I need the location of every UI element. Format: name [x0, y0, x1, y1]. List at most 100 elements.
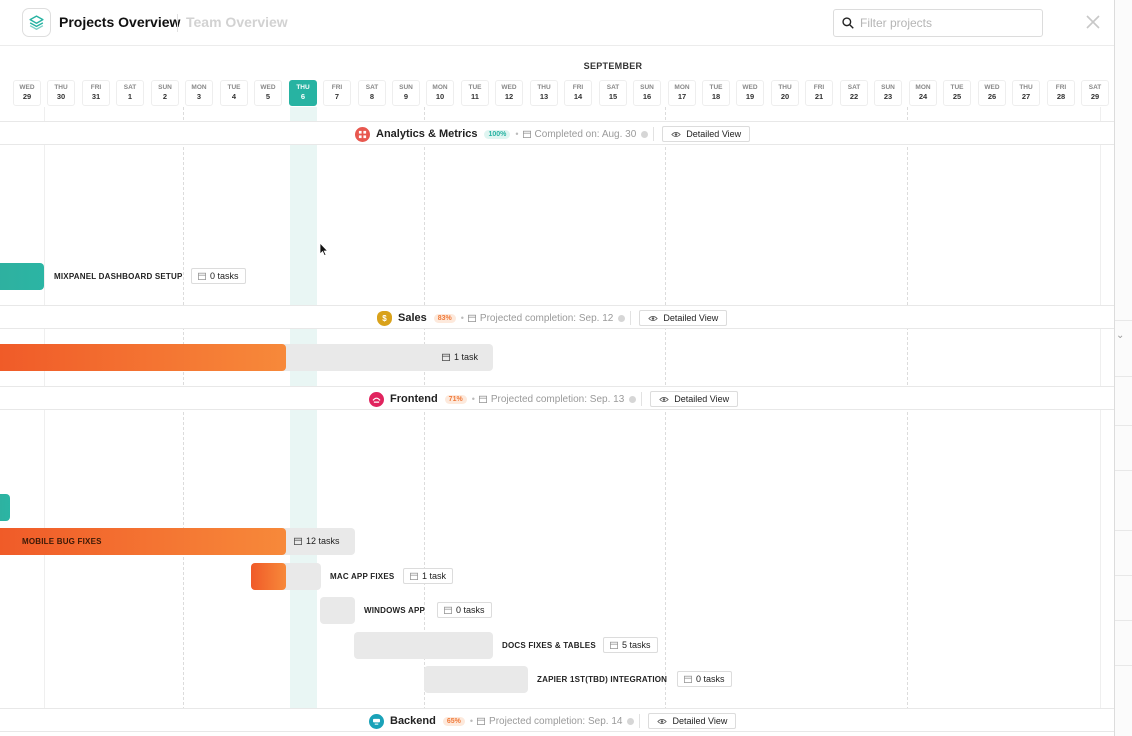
task-count-label: 1 task	[422, 571, 447, 581]
project-name[interactable]: Backend	[390, 715, 436, 727]
calendar-icon	[684, 675, 692, 683]
day-cell: SUN 23	[874, 80, 902, 106]
day-number: 1	[127, 92, 133, 101]
day-cell: SUN 16	[633, 80, 661, 106]
day-cell: TUE 18	[702, 80, 730, 106]
status-dot-icon	[629, 395, 637, 403]
status-dot-icon	[627, 717, 635, 725]
day-of-week: MON	[191, 84, 207, 91]
day-number: 2	[162, 92, 168, 101]
task-count-label: 12 tasks	[306, 536, 340, 546]
project-name[interactable]: Sales	[398, 312, 427, 324]
day-cell: SAT 29	[1081, 80, 1109, 106]
detailed-view-label: Detailed View	[672, 716, 728, 726]
day-cell: FRI 31	[82, 80, 110, 106]
task-label: WINDOWS APP	[364, 606, 426, 615]
calendar-icon	[522, 130, 531, 138]
day-number: 29	[22, 92, 32, 101]
day-of-week: SUN	[158, 84, 172, 91]
calendar-icon	[478, 395, 487, 403]
day-number: 13	[539, 92, 549, 101]
day-cell: THU 27	[1012, 80, 1040, 106]
task-count-badge[interactable]: 0 tasks	[191, 268, 246, 284]
day-number: 27	[1021, 92, 1031, 101]
task-count-badge[interactable]: 1 task	[436, 349, 484, 365]
bullet-separator: •	[460, 313, 464, 323]
chevron-down-icon: ⌄	[1116, 330, 1125, 341]
project-name[interactable]: Frontend	[390, 393, 438, 405]
task-count-badge[interactable]: 0 tasks	[437, 602, 492, 618]
task-bar-mobile-remaining[interactable]	[280, 528, 355, 555]
task-bar-mac-remaining[interactable]	[280, 563, 321, 590]
status-dot-icon	[618, 314, 626, 322]
project-row-frontend: Frontend 71% • Projected completion: Sep…	[0, 386, 1114, 410]
title-divider	[177, 14, 178, 32]
bullet-separator: •	[471, 394, 475, 404]
day-cell: SAT 22	[840, 80, 868, 106]
task-label: MAC APP FIXES	[330, 572, 395, 581]
task-count-label: 0 tasks	[456, 605, 485, 615]
calendar-icon	[610, 641, 618, 649]
search-input[interactable]	[860, 14, 1036, 32]
day-number: 16	[642, 92, 652, 101]
task-bar-frontend-teal[interactable]	[0, 494, 10, 521]
task-count-badge[interactable]: 5 tasks	[603, 637, 658, 653]
task-bar-docs-fixes[interactable]	[354, 632, 493, 659]
search-box[interactable]	[833, 9, 1043, 37]
day-of-week: TUE	[709, 84, 723, 91]
task-bar-sales-remaining[interactable]	[280, 344, 493, 371]
detailed-view-button[interactable]: Detailed View	[662, 126, 751, 142]
tab-team-overview[interactable]: Team Overview	[186, 14, 288, 30]
progress-badge: 71%	[444, 394, 467, 404]
day-number: 20	[780, 92, 790, 101]
day-of-week: FRI	[813, 84, 825, 91]
day-cell: WED 12	[495, 80, 523, 106]
day-of-week: WED	[501, 84, 517, 91]
day-number: 28	[1056, 92, 1066, 101]
task-bar-sales[interactable]	[0, 344, 286, 371]
task-bar-zapier-integration[interactable]	[424, 666, 528, 693]
day-of-week: THU	[1019, 84, 1033, 91]
day-cell: SAT 1	[116, 80, 144, 106]
calendar-icon	[294, 537, 302, 545]
day-cell-today: THU 6	[289, 80, 317, 106]
calendar-icon	[444, 606, 452, 614]
day-cell: THU 13	[530, 80, 558, 106]
day-of-week: SAT	[123, 84, 137, 91]
page-title[interactable]: Projects Overview	[59, 14, 181, 30]
completion-status: Completed on: Aug. 30	[534, 128, 637, 140]
day-cell: THU 30	[47, 80, 75, 106]
project-name[interactable]: Analytics & Metrics	[376, 128, 478, 140]
task-bar-mac-app-fixes[interactable]	[251, 563, 286, 590]
calendar-icon	[467, 314, 476, 322]
day-of-week: MON	[915, 84, 931, 91]
detailed-view-button[interactable]: Detailed View	[648, 713, 737, 729]
detailed-view-button[interactable]: Detailed View	[650, 391, 739, 407]
analytics-icon	[355, 126, 370, 142]
task-count-badge[interactable]: 1 task	[403, 568, 454, 584]
frontend-icon	[369, 391, 384, 407]
day-number: 4	[231, 92, 237, 101]
calendar-icon	[410, 572, 418, 580]
day-cell: FRI 7	[323, 80, 351, 106]
month-label: SEPTEMBER	[583, 61, 643, 71]
task-bar-mixpanel[interactable]	[0, 263, 44, 290]
close-icon[interactable]	[1084, 13, 1102, 31]
detailed-view-button[interactable]: Detailed View	[639, 310, 728, 326]
day-of-week: SUN	[640, 84, 654, 91]
task-bar-mobile-bug-fixes[interactable]	[0, 528, 286, 555]
day-number: 9	[403, 92, 409, 101]
task-bar-windows-app[interactable]	[320, 597, 355, 624]
day-cell: SAT 15	[599, 80, 627, 106]
day-of-week: SAT	[365, 84, 379, 91]
task-count-badge[interactable]: 0 tasks	[677, 671, 732, 687]
day-number: 3	[196, 92, 202, 101]
task-count-label: 0 tasks	[696, 674, 725, 684]
status-dot-icon	[641, 130, 649, 138]
day-cell: WED 5	[254, 80, 282, 106]
task-label: ZAPIER 1ST(TBD) INTEGRATION	[537, 675, 668, 684]
day-number: 24	[918, 92, 928, 101]
task-count-badge[interactable]: 12 tasks	[288, 533, 346, 549]
day-of-week: TUE	[468, 84, 482, 91]
